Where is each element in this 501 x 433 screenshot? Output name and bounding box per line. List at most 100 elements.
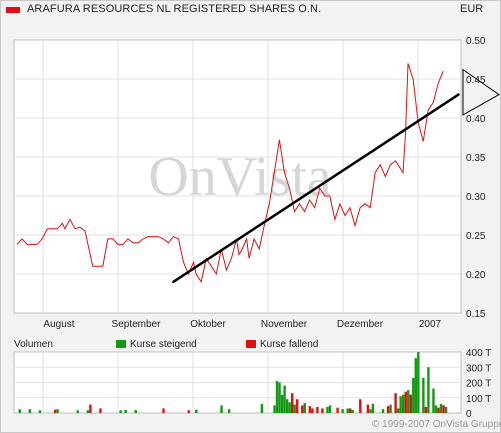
volume-bar-up bbox=[417, 352, 420, 413]
volume-bar-up bbox=[303, 403, 306, 413]
legend-down-swatch bbox=[246, 340, 256, 348]
price-y-tick: 0.50 bbox=[466, 36, 486, 47]
volume-bars bbox=[18, 352, 448, 413]
trend-marker bbox=[462, 68, 500, 116]
price-x-tick: 2007 bbox=[419, 319, 442, 330]
watermark: OnVista bbox=[148, 146, 331, 208]
price-line bbox=[16, 63, 444, 284]
volume-bar-up bbox=[227, 409, 231, 413]
volume-y-tick: 400 T bbox=[466, 348, 491, 359]
legend-down-label: Kurse fallend bbox=[260, 339, 319, 350]
volume-bar-up bbox=[220, 405, 223, 413]
volume-y-tick: 0 bbox=[466, 409, 472, 420]
price-x-tick-labels: August September Oktober November Dezember 20… bbox=[43, 319, 441, 330]
volume-bar-down bbox=[424, 406, 428, 413]
price-y-tick: 0.35 bbox=[466, 153, 486, 164]
volume-bar-down bbox=[349, 408, 352, 413]
volume-bar-up bbox=[195, 409, 198, 413]
volume-y-tick: 200 T bbox=[466, 379, 491, 390]
volume-bar-down bbox=[301, 405, 304, 413]
price-y-tick: 0.25 bbox=[466, 231, 486, 242]
volume-bar-up bbox=[407, 390, 410, 413]
series-swatch bbox=[6, 7, 20, 13]
price-x-tick: Oktober bbox=[190, 319, 226, 330]
volume-bar-up bbox=[288, 402, 291, 413]
volume-bar-up bbox=[280, 394, 284, 413]
volume-label: Volumen bbox=[14, 339, 53, 350]
volume-y-tick: 100 T bbox=[466, 394, 491, 405]
volume-bar-down bbox=[296, 399, 299, 413]
volume-bar-up bbox=[134, 409, 137, 413]
volume-bar-up bbox=[371, 403, 375, 413]
chart-header: ARAFURA RESOURCES NL REGISTERED SHARES O… bbox=[0, 0, 501, 24]
volume-y-tick: 300 T bbox=[466, 363, 491, 374]
volume-bar-up bbox=[341, 409, 344, 413]
volume-bar-up bbox=[369, 409, 372, 413]
volume-bar-up bbox=[414, 358, 417, 413]
volume-bar-down bbox=[53, 409, 57, 413]
volume-bar-down bbox=[394, 393, 397, 413]
legend-up-label: Kurse steigend bbox=[130, 339, 197, 350]
volume-bar-up bbox=[260, 403, 264, 413]
volume-bar-up bbox=[18, 409, 21, 413]
volume-bar-down bbox=[359, 399, 362, 413]
volume-bar-up bbox=[275, 380, 279, 413]
volume-bar-up bbox=[86, 410, 90, 413]
volume-bar-up bbox=[278, 382, 281, 413]
price-plot-area bbox=[13, 39, 462, 314]
volume-bar-up bbox=[76, 410, 79, 413]
price-y-tick: 0.40 bbox=[466, 114, 486, 125]
volume-bar-down bbox=[89, 404, 92, 413]
price-y-tick-labels: 0.15 0.20 0.25 0.30 0.35 0.40 0.45 0.50 bbox=[466, 36, 486, 320]
volume-bar-down bbox=[187, 410, 190, 413]
volume-y-tick-labels: 0 100 T 200 T 300 T 400 T bbox=[466, 348, 491, 420]
volume-bar-up bbox=[434, 405, 438, 413]
price-x-tick: August bbox=[43, 319, 74, 330]
volume-bar-down bbox=[308, 406, 312, 413]
volume-bar-up bbox=[285, 399, 289, 413]
volume-bar-up bbox=[119, 410, 122, 413]
volume-bar-up bbox=[401, 394, 405, 413]
legend-down: Kurse fallend bbox=[246, 339, 318, 350]
price-y-tick: 0.30 bbox=[466, 192, 486, 203]
volume-bar-up bbox=[389, 404, 392, 413]
volume-bar-up bbox=[38, 410, 42, 413]
legend-up-swatch bbox=[116, 340, 126, 348]
volume-bar-up bbox=[283, 385, 286, 413]
volume-bar-up bbox=[422, 377, 425, 413]
volume-bar-up bbox=[381, 409, 385, 413]
price-y-tick: 0.15 bbox=[466, 309, 486, 320]
volume-bar-up bbox=[28, 409, 32, 413]
volume-bar-down bbox=[99, 408, 102, 413]
currency-label: EUR bbox=[460, 3, 484, 15]
copyright: © 1999-2007 OnVista Gruppe bbox=[372, 419, 501, 430]
volume-bar-down bbox=[386, 406, 390, 413]
volume-bar-up bbox=[273, 405, 276, 413]
volume-bar-up bbox=[293, 404, 296, 413]
volume-bar-down bbox=[316, 406, 319, 413]
volume-bar-down bbox=[290, 393, 294, 413]
volume-bar-up bbox=[444, 406, 448, 413]
volume-grid bbox=[14, 352, 461, 413]
price-x-tick: September bbox=[112, 319, 162, 330]
volume-bar-down bbox=[409, 394, 412, 413]
price-series-group bbox=[16, 63, 500, 284]
price-x-tick: Dezember bbox=[337, 319, 384, 330]
volume-bar-up bbox=[412, 377, 415, 413]
volume-bar-down bbox=[404, 391, 407, 413]
volume-bar-down bbox=[311, 408, 314, 413]
volume-bar-up bbox=[351, 409, 354, 413]
volume-bar-down bbox=[336, 407, 339, 413]
volume-bar-up bbox=[56, 409, 59, 413]
volume-bar-down bbox=[366, 404, 370, 413]
trend-line bbox=[172, 93, 460, 284]
volume-bar-down bbox=[162, 408, 165, 413]
volume-bar-up bbox=[432, 388, 435, 413]
volume-bar-up bbox=[328, 405, 332, 413]
volume-bar-up bbox=[396, 408, 400, 413]
price-y-tick: 0.20 bbox=[466, 270, 486, 281]
volume-bar-up bbox=[124, 409, 127, 413]
volume-bar-up bbox=[439, 403, 443, 413]
volume-bar-down bbox=[442, 405, 445, 413]
